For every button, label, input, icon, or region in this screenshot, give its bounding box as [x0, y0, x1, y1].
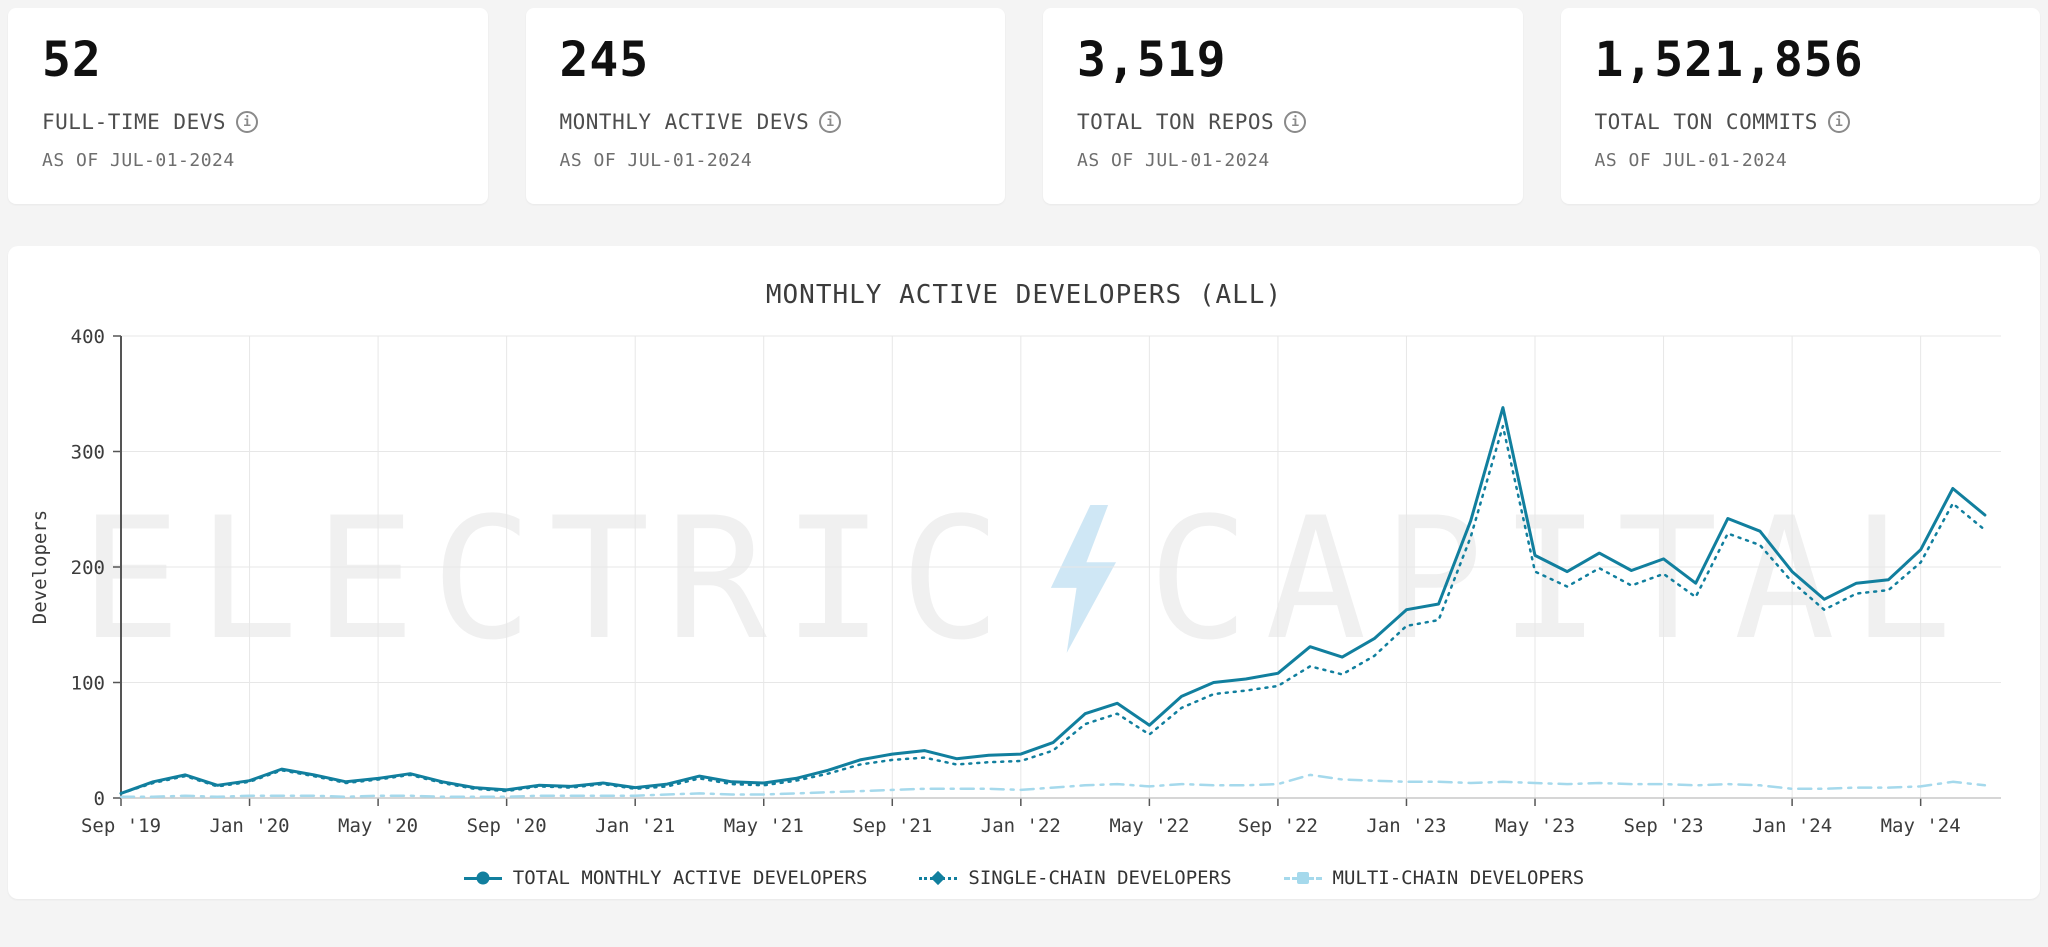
info-icon[interactable]: i	[236, 111, 259, 133]
x-tick-label: Sep '21	[852, 815, 932, 837]
legend-marker-line-dot	[463, 870, 502, 886]
legend-marker-dotted-diamond	[919, 870, 958, 886]
stat-label: FULL-TIME DEVS	[42, 110, 227, 134]
series-line-2	[119, 773, 1987, 799]
stat-value: 1,521,856	[1594, 32, 1864, 88]
legend-label: SINGLE-CHAIN DEVELOPERS	[968, 867, 1232, 889]
x-tick-label: Jan '21	[595, 815, 675, 837]
stat-value: 3,519	[1077, 32, 1227, 88]
x-tick-label: May '20	[338, 815, 418, 837]
x-tick-label: Jan '20	[210, 815, 290, 837]
legend-item-multi-chain[interactable]: MULTI-CHAIN DEVELOPERS	[1283, 867, 1585, 889]
y-tick-label: 400	[71, 326, 105, 348]
line-chart[interactable]: 0 100 200 300 400 Sep '19 Jan '20 May '20 Sep '2…	[8, 320, 2040, 865]
x-tick-label: Sep '23	[1624, 815, 1704, 837]
stat-cards-row: 52 FULL-TIME DEVS i AS OF JUL-01-2024 24…	[8, 8, 2040, 204]
stat-as-of: AS OF JUL-01-2024	[42, 150, 235, 171]
stat-card-total-commits: 1,521,856 TOTAL TON COMMITS i AS OF JUL-…	[1560, 8, 2040, 204]
stat-label: MONTHLY ACTIVE DEVS	[559, 110, 810, 134]
stat-card-total-repos: 3,519 TOTAL TON REPOS i AS OF JUL-01-202…	[1043, 8, 1523, 204]
legend-item-total[interactable]: TOTAL MONTHLY ACTIVE DEVELOPERS	[463, 867, 868, 889]
info-icon[interactable]: i	[1827, 111, 1850, 133]
series-line-0	[119, 406, 1987, 795]
y-tick-label: 200	[71, 557, 105, 579]
stat-value: 245	[559, 32, 650, 88]
x-tick-label: Jan '22	[981, 815, 1061, 837]
stat-card-fulltime-devs: 52 FULL-TIME DEVS i AS OF JUL-01-2024	[8, 8, 488, 204]
x-tick-label: May '23	[1495, 815, 1575, 837]
x-tick-label: May '21	[724, 815, 804, 837]
chart-panel: ELECTRIC CAPITAL MONTHLY ACTIVE DEVELOPE…	[8, 246, 2040, 899]
x-tick-label: Jan '24	[1752, 815, 1832, 837]
stat-as-of: AS OF JUL-01-2024	[559, 150, 753, 171]
stat-as-of: AS OF JUL-01-2024	[1594, 150, 1788, 171]
x-tick-label: Sep '19	[81, 815, 161, 837]
legend-marker-dashed-square	[1283, 870, 1322, 886]
y-tick-label: 0	[94, 788, 105, 810]
chart-svg: 0 100 200 300 400 Sep '19 Jan '20 May '20 Sep '2…	[29, 326, 2001, 837]
stat-as-of: AS OF JUL-01-2024	[1077, 150, 1270, 171]
info-icon[interactable]: i	[819, 111, 842, 133]
y-tick-label: 300	[71, 442, 105, 464]
x-tick-label: May '22	[1109, 815, 1189, 837]
stat-value: 52	[42, 32, 102, 88]
info-icon[interactable]: i	[1284, 111, 1307, 133]
chart-title: MONTHLY ACTIVE DEVELOPERS (ALL)	[765, 280, 1283, 310]
series-line-1	[119, 424, 1987, 795]
x-tick-label: Sep '20	[467, 815, 547, 837]
legend-label: TOTAL MONTHLY ACTIVE DEVELOPERS	[512, 867, 868, 889]
stat-card-monthly-active-devs: 245 MONTHLY ACTIVE DEVS i AS OF JUL-01-2…	[525, 8, 1005, 204]
legend-item-single-chain[interactable]: SINGLE-CHAIN DEVELOPERS	[919, 867, 1232, 889]
legend-label: MULTI-CHAIN DEVELOPERS	[1332, 867, 1585, 889]
stat-label: TOTAL TON COMMITS	[1594, 110, 1818, 134]
stat-label: TOTAL TON REPOS	[1077, 110, 1275, 134]
chart-legend: TOTAL MONTHLY ACTIVE DEVELOPERS SINGLE-C…	[8, 867, 2040, 889]
x-tick-label: May '24	[1881, 815, 1961, 837]
x-tick-label: Sep '22	[1238, 815, 1318, 837]
x-tick-label: Jan '23	[1366, 815, 1446, 837]
y-tick-label: 100	[71, 673, 105, 695]
y-axis-label: Developers	[29, 510, 51, 624]
